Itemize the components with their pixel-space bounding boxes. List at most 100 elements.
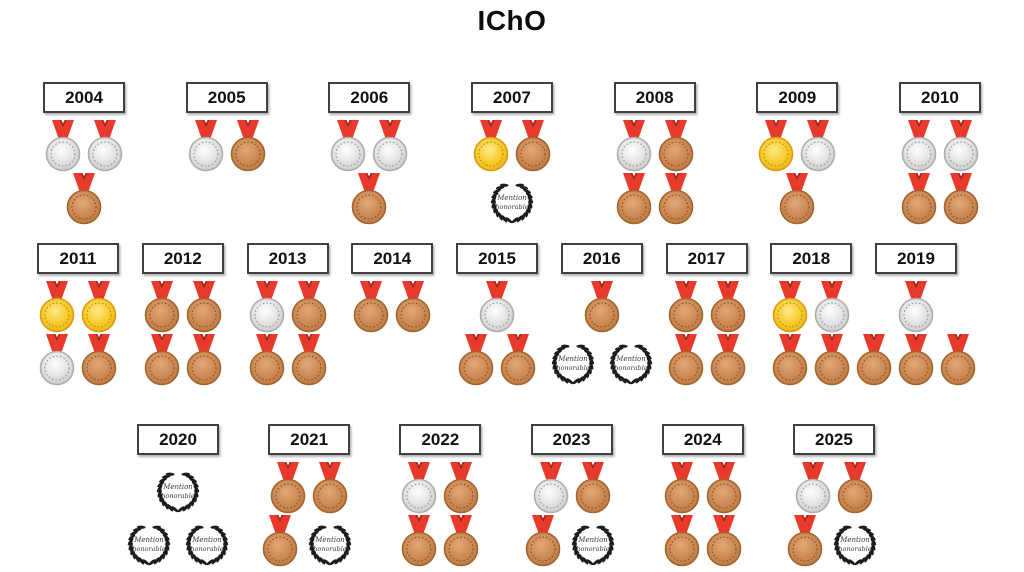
bronze-medal-icon — [351, 280, 391, 333]
svg-text:honorable: honorable — [161, 492, 194, 500]
year-group: 2024 — [653, 424, 753, 567]
medal-icon-row — [755, 119, 839, 172]
svg-text:Mention: Mention — [162, 483, 193, 491]
year-group: 2007 Mention honorable — [462, 82, 562, 225]
bronze-medal-icon — [573, 461, 613, 514]
bronze-medal-icon — [704, 461, 744, 514]
svg-text:Mention: Mention — [557, 355, 588, 363]
year-group: 2005 — [177, 82, 277, 225]
silver-medal-icon — [793, 461, 833, 514]
medal-icon-row — [327, 119, 411, 172]
bronze-medal-icon — [656, 172, 696, 225]
medal-area — [246, 280, 330, 386]
honorable-mention-wreath-icon: Mention honorable — [603, 333, 659, 386]
year-label-box: 2012 — [141, 243, 224, 274]
silver-medal-icon — [370, 119, 410, 172]
year-group: 2010 — [890, 82, 990, 225]
bronze-medal-icon — [708, 333, 748, 386]
medal-area — [853, 280, 979, 386]
bronze-medal-icon — [777, 172, 817, 225]
bronze-medal-icon — [260, 514, 300, 567]
year-group: 2013 — [238, 243, 338, 386]
medal-icon-row — [776, 172, 818, 225]
medal-icon-row — [185, 119, 269, 172]
svg-text:honorable: honorable — [614, 364, 647, 372]
bronze-medal-icon — [523, 514, 563, 567]
medal-icon-row — [898, 119, 982, 172]
medal-icon-row — [769, 333, 853, 386]
medal-icon-row: Mention honorable Mention honorable — [120, 514, 236, 567]
gold-medal-icon — [756, 119, 796, 172]
year-label-box: 2008 — [613, 82, 696, 113]
medal-icon-row — [661, 514, 745, 567]
bronze-medal-icon — [441, 514, 481, 567]
year-row-2004-2010: 2004 2005 2006 2007 Mention honorable 200… — [34, 82, 990, 225]
gold-medal-icon — [79, 280, 119, 333]
silver-medal-icon — [614, 119, 654, 172]
bronze-medal-icon — [247, 333, 287, 386]
bronze-medal-icon — [854, 333, 894, 386]
silver-medal-icon — [37, 333, 77, 386]
silver-medal-icon — [328, 119, 368, 172]
medal-area — [42, 119, 126, 225]
medal-area — [769, 280, 853, 386]
medal-area — [350, 280, 434, 333]
medal-icon-row: Mention honorable Mention honorable — [544, 333, 660, 386]
medal-icon-row — [470, 119, 554, 172]
year-group: 2009 — [747, 82, 847, 225]
bronze-medal-icon — [184, 333, 224, 386]
medal-area: Mention honorable — [259, 461, 359, 567]
honorable-mention-wreath-icon: Mention honorable — [179, 514, 235, 567]
medal-area — [755, 119, 839, 225]
honorable-mention-wreath-icon: Mention honorable — [150, 461, 206, 514]
year-row-2011-2019: 2011 2012 2013 2014 2015 2016 Mention hon… — [28, 243, 976, 386]
medal-area — [613, 119, 697, 225]
svg-text:Mention: Mention — [133, 536, 164, 544]
bronze-medal-icon — [228, 119, 268, 172]
medal-icon-row — [398, 461, 482, 514]
year-group: 2012 — [133, 243, 233, 386]
svg-text:honorable: honorable — [576, 545, 609, 553]
medal-icon-row — [665, 333, 749, 386]
year-label-box: 2022 — [399, 424, 482, 455]
medal-icon-row — [63, 172, 105, 225]
medal-icon-row: Mention honorable — [483, 172, 541, 225]
svg-text:honorable: honorable — [190, 545, 223, 553]
silver-medal-icon — [896, 280, 936, 333]
silver-medal-icon — [85, 119, 125, 172]
bronze-medal-icon — [289, 280, 329, 333]
year-group: 2016 Mention honorable Mention honorable — [551, 243, 652, 386]
year-group: 2022 — [390, 424, 490, 567]
honorable-mention-wreath-icon: Mention honorable — [302, 514, 358, 567]
svg-text:Mention: Mention — [314, 536, 345, 544]
medal-area: Mention honorable Mention honorable — [544, 280, 660, 386]
year-label-box: 2015 — [456, 243, 538, 274]
medal-icon-row — [898, 172, 982, 225]
bronze-medal-icon — [708, 280, 748, 333]
svg-text:Mention: Mention — [496, 194, 527, 202]
year-label-box: 2023 — [530, 424, 613, 455]
year-label-box: 2007 — [470, 82, 553, 113]
bronze-medal-icon — [812, 333, 852, 386]
year-label-box: 2010 — [898, 82, 981, 113]
medal-area — [455, 280, 539, 386]
bronze-medal-icon — [835, 461, 875, 514]
bronze-medal-icon — [785, 514, 825, 567]
year-group: 2019 — [856, 243, 976, 386]
svg-text:honorable: honorable — [838, 545, 871, 553]
year-label-box: 2021 — [268, 424, 351, 455]
page-title: IChO — [477, 5, 547, 36]
svg-text:Mention: Mention — [615, 355, 646, 363]
bronze-medal-icon — [582, 280, 622, 333]
bronze-medal-icon — [393, 280, 433, 333]
bronze-medal-icon — [656, 119, 696, 172]
medal-icon-row — [895, 280, 937, 333]
medal-area — [141, 280, 225, 386]
silver-medal-icon — [43, 119, 83, 172]
year-group: 2017 — [657, 243, 757, 386]
year-label-box: 2004 — [43, 82, 125, 113]
silver-medal-icon — [477, 280, 517, 333]
year-label-box: 2013 — [246, 243, 329, 274]
svg-text:Mention: Mention — [191, 536, 222, 544]
bronze-medal-icon — [666, 280, 706, 333]
